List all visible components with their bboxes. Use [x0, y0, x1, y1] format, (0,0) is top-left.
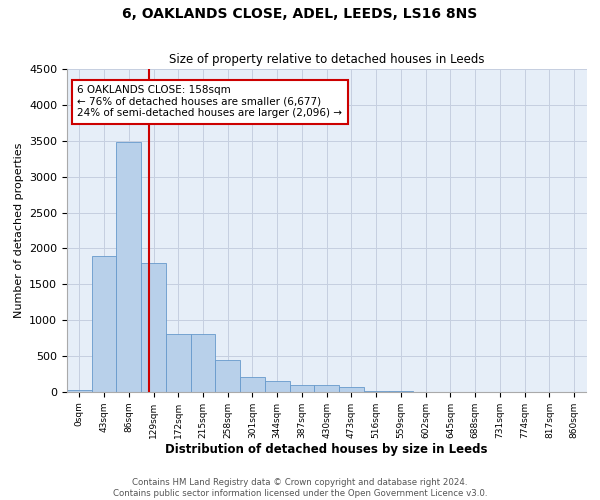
- Bar: [166, 334, 191, 392]
- Y-axis label: Number of detached properties: Number of detached properties: [14, 143, 23, 318]
- Bar: [240, 377, 265, 392]
- Bar: [364, 391, 389, 392]
- Bar: [191, 334, 215, 392]
- X-axis label: Distribution of detached houses by size in Leeds: Distribution of detached houses by size …: [166, 444, 488, 456]
- Bar: [290, 384, 314, 392]
- Bar: [215, 360, 240, 392]
- Bar: [116, 142, 141, 392]
- Text: 6, OAKLANDS CLOSE, ADEL, LEEDS, LS16 8NS: 6, OAKLANDS CLOSE, ADEL, LEEDS, LS16 8NS: [122, 8, 478, 22]
- Bar: [314, 385, 339, 392]
- Bar: [141, 264, 166, 392]
- Bar: [265, 380, 290, 392]
- Bar: [339, 387, 364, 392]
- Bar: [67, 390, 92, 392]
- Text: Contains HM Land Registry data © Crown copyright and database right 2024.
Contai: Contains HM Land Registry data © Crown c…: [113, 478, 487, 498]
- Title: Size of property relative to detached houses in Leeds: Size of property relative to detached ho…: [169, 54, 484, 66]
- Bar: [92, 256, 116, 392]
- Text: 6 OAKLANDS CLOSE: 158sqm
← 76% of detached houses are smaller (6,677)
24% of sem: 6 OAKLANDS CLOSE: 158sqm ← 76% of detach…: [77, 85, 342, 118]
